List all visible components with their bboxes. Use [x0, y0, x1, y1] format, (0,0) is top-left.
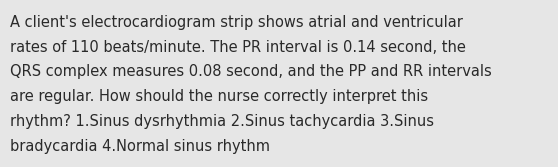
Text: rhythm? 1.Sinus dysrhythmia 2.Sinus tachycardia 3.Sinus: rhythm? 1.Sinus dysrhythmia 2.Sinus tach…: [10, 114, 434, 129]
Text: bradycardia 4.Normal sinus rhythm: bradycardia 4.Normal sinus rhythm: [10, 139, 270, 154]
Text: A client's electrocardiogram strip shows atrial and ventricular: A client's electrocardiogram strip shows…: [10, 15, 463, 30]
Text: rates of 110 beats/minute. The PR interval is 0.14 second, the: rates of 110 beats/minute. The PR interv…: [10, 40, 466, 55]
Text: QRS complex measures 0.08 second, and the PP and RR intervals: QRS complex measures 0.08 second, and th…: [10, 64, 492, 79]
Text: are regular. How should the nurse correctly interpret this: are regular. How should the nurse correc…: [10, 89, 428, 104]
